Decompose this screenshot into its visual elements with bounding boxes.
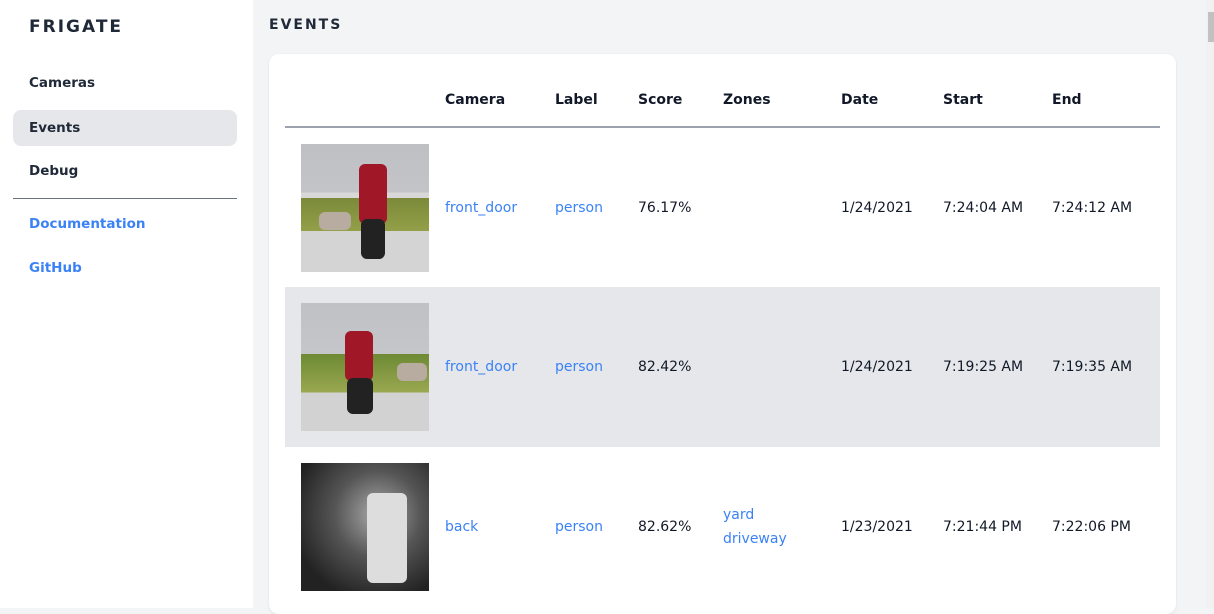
sidebar-item-cameras[interactable]: Cameras <box>29 75 96 91</box>
documentation-link[interactable]: Documentation <box>29 216 146 232</box>
label-link[interactable]: person <box>555 519 603 535</box>
event-thumbnail[interactable] <box>301 303 429 431</box>
zones <box>723 287 841 447</box>
divider <box>13 198 237 199</box>
score: 82.62% <box>638 519 692 535</box>
table-header: Camera Label Score Zones Date Start End <box>285 74 1160 128</box>
score: 82.42% <box>638 287 723 447</box>
end-time: 7:24:12 AM <box>1052 199 1133 216</box>
scrollbar-thumb[interactable] <box>1208 12 1214 42</box>
date: 1/24/2021 <box>841 199 913 216</box>
header-thumbnail <box>285 74 445 128</box>
brand-logo: FRIGATE <box>29 17 124 37</box>
zones <box>723 127 841 287</box>
github-link[interactable]: GitHub <box>29 260 82 276</box>
table-row[interactable]: front_door person 76.17% 1/24/2021 7:24:… <box>285 127 1160 287</box>
header-score: Score <box>638 74 723 128</box>
sidebar-item-events[interactable]: Events <box>13 110 237 146</box>
start-time: 7:24:04 AM <box>943 199 1024 216</box>
label-link[interactable]: person <box>555 287 638 447</box>
zone-link[interactable]: driveway <box>723 531 787 547</box>
header-camera: Camera <box>445 74 555 128</box>
camera-link[interactable]: back <box>445 519 479 535</box>
camera-link[interactable]: front_door <box>445 287 555 447</box>
header-end: End <box>1052 74 1160 128</box>
date: 1/23/2021 <box>841 519 913 535</box>
event-thumbnail[interactable] <box>301 463 429 591</box>
header-label: Label <box>555 74 638 128</box>
sidebar: FRIGATE Cameras Events Debug Documentati… <box>0 0 253 608</box>
page-title: EVENTS <box>269 17 343 33</box>
label-link[interactable]: person <box>555 199 603 216</box>
event-thumbnail[interactable] <box>301 143 429 272</box>
end-time: 7:22:06 PM <box>1052 519 1131 535</box>
end-time: 7:19:35 AM <box>1052 287 1160 447</box>
camera-link[interactable]: front_door <box>445 199 518 216</box>
events-card: Camera Label Score Zones Date Start End … <box>269 54 1176 614</box>
header-date: Date <box>841 74 943 128</box>
zones: yard driveway <box>723 447 841 607</box>
table-row[interactable]: back person 82.62% yard driveway 1/23/202… <box>285 447 1160 607</box>
header-zones: Zones <box>723 74 841 128</box>
events-table: Camera Label Score Zones Date Start End … <box>285 74 1160 607</box>
zone-link[interactable]: yard <box>723 507 755 523</box>
score: 76.17% <box>638 199 692 216</box>
start-time: 7:21:44 PM <box>943 519 1022 535</box>
scrollbar[interactable] <box>1206 0 1214 608</box>
table-row[interactable]: front_door person 82.42% 1/24/2021 7:19:… <box>285 287 1160 447</box>
sidebar-item-debug[interactable]: Debug <box>29 163 79 179</box>
start-time: 7:19:25 AM <box>943 287 1052 447</box>
date: 1/24/2021 <box>841 287 943 447</box>
header-start: Start <box>943 74 1052 128</box>
